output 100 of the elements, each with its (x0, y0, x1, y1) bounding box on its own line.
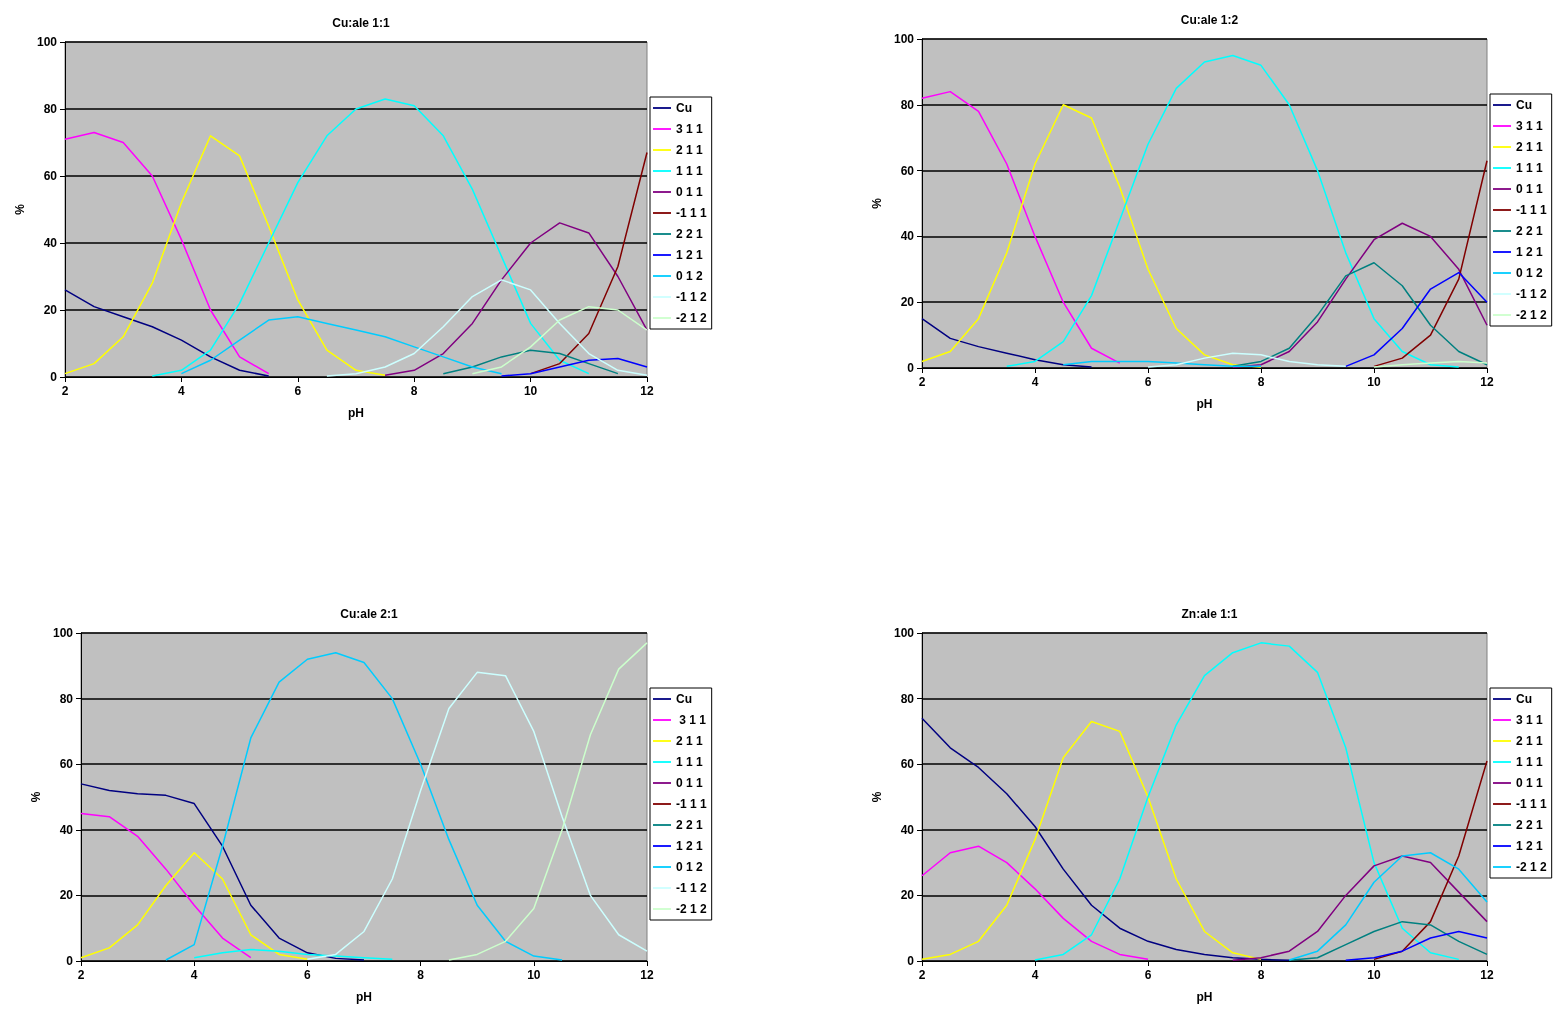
line-series (151, 98, 590, 377)
line-series (384, 222, 648, 377)
line-series (921, 104, 1262, 368)
y-tick-label: 100 (36, 35, 58, 49)
legend-label: 1 2 1 (1516, 245, 1544, 259)
x-tick-label: 4 (178, 384, 186, 398)
x-tick-label: 12 (1480, 375, 1494, 389)
legend-label: Cu (676, 692, 692, 706)
y-tick-label: 40 (900, 822, 915, 837)
chart-title: Cu:ale 2:1 (340, 607, 398, 621)
x-tick-label: 6 (1144, 968, 1152, 982)
y-tick-label: 20 (900, 888, 915, 903)
line-series (80, 783, 365, 961)
line-series (442, 349, 619, 375)
line-series (1345, 930, 1488, 962)
legend-label: 0 1 2 (676, 269, 704, 283)
legend-label: 0 1 1 (676, 185, 704, 199)
legend-label: 1 2 1 (676, 248, 704, 262)
legend-label: -2 1 2 (1516, 308, 1548, 322)
y-tick-label: 0 (66, 954, 74, 968)
line-series (471, 305, 648, 375)
chart-title: Cu:ale 1:1 (332, 16, 390, 30)
legend-label: 2 2 1 (1516, 818, 1544, 832)
x-tick-label: 10 (1367, 375, 1381, 389)
legend-label: 2 1 1 (1516, 734, 1544, 748)
legend-label: 3 1 1 (1516, 119, 1544, 133)
legend-label: Cu (676, 101, 692, 115)
x-tick-label: 10 (523, 384, 538, 398)
x-tick-label: 6 (304, 968, 312, 982)
y-tick-label: 40 (59, 822, 74, 837)
y-tick-label: 0 (907, 954, 915, 968)
y-tick-label: 20 (43, 303, 58, 317)
legend-label: -1 1 1 (676, 797, 708, 811)
y-tick-label: 20 (59, 888, 74, 903)
legend-label: -1 1 2 (676, 881, 708, 895)
x-axis-title: pH (348, 406, 364, 420)
chart-title: Zn:ale 1:1 (1181, 607, 1238, 621)
chart-title: Cu:ale 1:2 (1180, 13, 1239, 27)
line-series (64, 289, 270, 377)
legend-label: 3 1 1 (676, 122, 704, 136)
x-tick-label: 2 (918, 375, 926, 389)
legend-label: -2 1 2 (676, 311, 708, 325)
legend-label: 0 1 2 (1516, 266, 1544, 280)
x-tick-label: 4 (1031, 375, 1039, 389)
line-series (1373, 760, 1488, 961)
y-tick-label: 80 (900, 691, 915, 706)
x-tick-label: 8 (1257, 375, 1265, 389)
y-axis-title: % (870, 197, 885, 209)
legend-label: 1 2 1 (1516, 839, 1544, 853)
y-tick-label: 20 (900, 295, 915, 310)
line-series (1034, 642, 1460, 961)
y-axis-title: % (29, 791, 44, 803)
legend-label: 0 1 1 (1516, 182, 1544, 196)
line-series (1232, 261, 1488, 368)
y-tick-label: 80 (59, 691, 74, 706)
x-axis-title: pH (1196, 397, 1213, 411)
legend-label: -1 1 1 (676, 206, 708, 220)
line-series (165, 651, 563, 961)
legend-label: 3 1 1 (676, 713, 707, 727)
line-series (326, 279, 648, 377)
x-tick-label: 8 (417, 968, 425, 982)
x-tick-label: 2 (918, 968, 926, 982)
x-axis-title: pH (356, 990, 372, 1004)
legend-label: Cu (1516, 98, 1532, 112)
y-tick-label: 60 (43, 169, 58, 183)
legend-label: Cu (1516, 692, 1532, 706)
legend-label: 0 1 1 (1516, 776, 1544, 790)
legend-label: 0 1 2 (676, 860, 704, 874)
legend-label: 2 2 1 (1516, 224, 1544, 238)
line-series (180, 315, 503, 375)
y-axis-title: % (870, 791, 885, 803)
legend-label: 2 1 1 (676, 143, 704, 157)
legend-label: 1 1 1 (1516, 755, 1544, 769)
legend-label: -1 1 1 (1516, 203, 1548, 217)
line-series (1288, 920, 1488, 962)
legend-label: 2 1 1 (676, 734, 704, 748)
x-tick-label: 12 (640, 968, 654, 982)
y-tick-label: 60 (59, 757, 74, 772)
legend-label: 2 2 1 (676, 227, 704, 241)
y-tick-label: 100 (52, 626, 74, 640)
legend-label: -2 1 2 (676, 902, 708, 916)
line-series (80, 852, 309, 961)
y-tick-label: 100 (893, 626, 915, 640)
x-tick-label: 12 (640, 384, 654, 398)
line-series (921, 90, 1121, 364)
line-series (1232, 222, 1488, 369)
y-tick-label: 60 (900, 757, 915, 772)
x-tick-label: 12 (1480, 968, 1494, 982)
x-tick-label: 10 (1367, 968, 1381, 982)
legend-label: 1 1 1 (676, 755, 704, 769)
x-tick-label: 10 (527, 968, 541, 982)
legend-label: -2 1 2 (1516, 860, 1548, 874)
y-tick-label: 0 (50, 370, 58, 384)
line-series (1147, 352, 1347, 368)
line-series (193, 948, 394, 961)
line-series (921, 317, 1093, 368)
x-tick-label: 4 (1031, 968, 1039, 982)
line-series (921, 845, 1149, 961)
legend-label: -1 1 2 (676, 290, 708, 304)
x-tick-label: 2 (77, 968, 85, 982)
